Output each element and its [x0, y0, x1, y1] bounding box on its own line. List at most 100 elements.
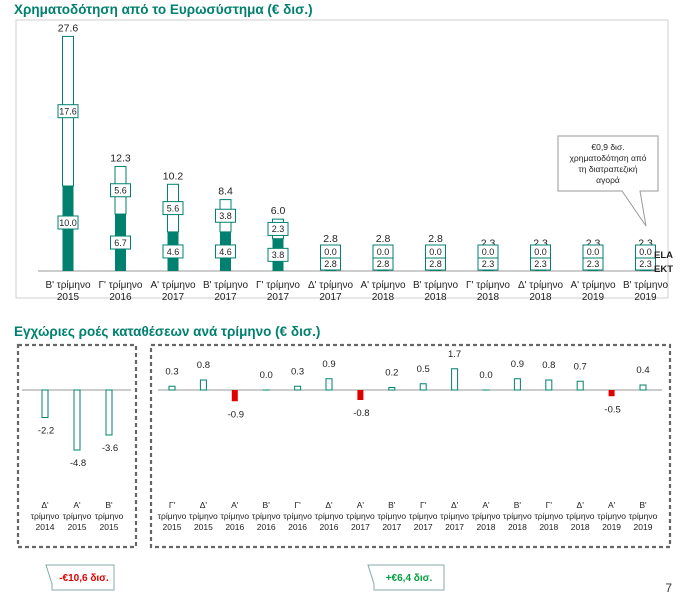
deposit-category-label: Β': [639, 500, 647, 510]
deposit-value-label: -4.8: [70, 458, 86, 469]
deposit-category-label: Δ': [200, 500, 208, 510]
category-label: Γ' τρίμηνο: [256, 279, 300, 291]
ekt-value-label: 3.8: [272, 250, 285, 260]
ekt-value-box: [110, 235, 131, 250]
category-label: 2016: [109, 292, 132, 303]
deposit-value-label: 0.3: [165, 366, 178, 377]
total-label: 2.8: [323, 233, 338, 245]
deposit-bar: [73, 389, 81, 451]
total-label: 12.3: [110, 152, 131, 164]
deposit-category-label: 2016: [225, 522, 244, 532]
deposit-bar: [199, 379, 207, 391]
deposit-category-label: τρίμηνο: [629, 511, 658, 521]
chart1-frame: [15, 19, 669, 299]
deposit-category-label: Β': [263, 500, 271, 510]
deposit-category-label: τρίμηνο: [252, 511, 281, 521]
ela-value-box: [57, 104, 79, 119]
category-label: 2017: [162, 292, 185, 303]
ela-value-box: [215, 208, 236, 223]
deposit-bar: [576, 380, 584, 391]
deposit-category-label: 2017: [445, 522, 464, 532]
deposit-category-label: Α': [231, 500, 239, 510]
deposit-category-label: Δ': [451, 500, 459, 510]
deposit-category-label: Γ': [546, 500, 553, 510]
deposit-bar: [105, 389, 113, 436]
deposit-bar: [294, 385, 302, 391]
ela-value-label: 0.0: [482, 247, 495, 257]
category-label: 2017: [214, 292, 237, 303]
deposit-category-label: 2015: [100, 522, 119, 532]
deposit-category-label: 2019: [634, 522, 653, 532]
deposit-value-label: 0.2: [385, 368, 398, 379]
deposit-category-label: Β': [514, 500, 522, 510]
deposit-category-label: Γ': [169, 500, 176, 510]
ela-value-box: [425, 244, 446, 259]
deposit-category-label: Δ': [577, 500, 585, 510]
category-label: 2017: [267, 292, 290, 303]
chart-title-deposits: Εγχώριες ροές καταθέσεων ανά τρίμηνο (€ …: [14, 324, 321, 339]
deposit-value-label: 0.7: [574, 361, 587, 372]
category-label: Β' τρίμηνο: [623, 279, 669, 291]
category-label: Γ' τρίμηνο: [466, 279, 510, 291]
deposit-value-label: 0.9: [511, 359, 524, 370]
deposit-category-label: τρίμηνο: [409, 511, 438, 521]
ela-value-label: 0.0: [324, 247, 337, 257]
deposit-category-label: τρίμηνο: [472, 511, 501, 521]
deposit-value-label: 1.7: [448, 349, 461, 360]
deposit-category-label: 2015: [194, 522, 213, 532]
deposit-category-label: τρίμηνο: [346, 511, 375, 521]
ekt-value-label: 4.6: [219, 247, 232, 257]
deposit-value-label: -3.6: [102, 443, 118, 454]
ekt-value-label: 2.3: [534, 259, 547, 269]
total-label: 6.0: [271, 205, 286, 217]
category-label: Α' τρίμηνο: [150, 279, 196, 291]
deposit-value-label: 0.9: [322, 359, 335, 370]
deposit-category-label: τρίμηνο: [377, 511, 406, 521]
deposit-bar: [325, 378, 333, 391]
category-label: Β' τρίμηνο: [413, 279, 459, 291]
ekt-value-box: [162, 244, 184, 259]
deposit-category-label: τρίμηνο: [95, 511, 124, 521]
deposit-value-label: 0.3: [291, 366, 304, 377]
deposit-value-label: 0.0: [479, 370, 492, 381]
ela-value-box: [320, 244, 341, 259]
category-label: Δ' τρίμηνο: [518, 279, 564, 291]
ela-value-box: [582, 244, 604, 259]
positive-total-label: +€6,4 δισ.: [386, 573, 433, 584]
category-label: 2015: [57, 292, 80, 303]
category-label: 2018: [424, 292, 447, 303]
ekt-value-label: 2.3: [639, 259, 652, 269]
deposit-bar-negative: [231, 390, 238, 402]
deposit-category-label: Α': [482, 500, 490, 510]
deposit-category-label: 2018: [539, 522, 558, 532]
deposit-category-label: τρίμηνο: [220, 511, 249, 521]
deposit-category-label: τρίμηνο: [315, 511, 344, 521]
ela-value-label: 0.0: [377, 247, 390, 257]
deposit-category-label: 2016: [288, 522, 307, 532]
deposit-value-label: 0.8: [197, 360, 210, 371]
page-number: 7: [665, 581, 672, 595]
ekt-value-label: 2.8: [324, 259, 337, 269]
ekt-value-label: 4.6: [167, 247, 180, 257]
deposit-category-label: Α': [608, 500, 616, 510]
total-label: 2.8: [428, 233, 443, 245]
deposit-category-label: τρίμηνο: [503, 511, 532, 521]
ekt-value-label: 2.8: [429, 259, 442, 269]
category-label: Α' τρίμηνο: [360, 279, 406, 291]
chart-title-funding: Χρηματοδότηση από το Ευρωσύστημα (€ δισ.…: [14, 2, 313, 17]
total-label: 8.4: [218, 186, 233, 198]
deposit-category-label: τρίμηνο: [566, 511, 595, 521]
deposit-value-label: 0.8: [542, 360, 555, 371]
deposit-category-label: Α': [357, 500, 365, 510]
ela-value-label: 17.6: [59, 107, 77, 117]
deposit-category-label: Β': [105, 500, 113, 510]
ela-value-box: [267, 221, 289, 236]
deposit-bar: [168, 385, 176, 391]
deposit-category-label: Γ': [294, 500, 301, 510]
category-label: Β' τρίμηνο: [45, 279, 91, 291]
deposit-category-label: τρίμηνο: [597, 511, 626, 521]
deposit-category-label: τρίμηνο: [31, 511, 60, 521]
total-label: 2.8: [376, 233, 391, 245]
callout-text: €0,9 δισ.: [591, 142, 624, 152]
ela-value-label: 0.0: [587, 247, 600, 257]
